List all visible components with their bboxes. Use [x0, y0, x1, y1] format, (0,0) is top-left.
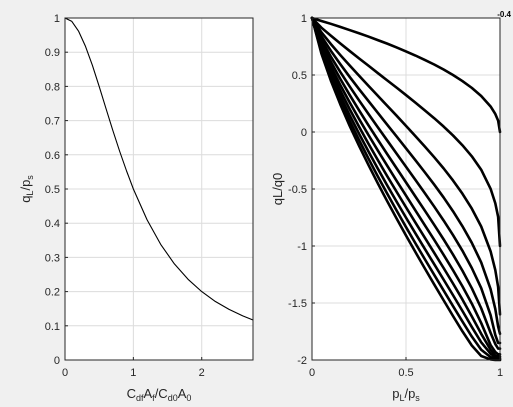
y-tick-label: 0.2	[45, 287, 60, 299]
series-line-9	[310, 16, 502, 360]
x-tick-label: 0	[62, 367, 68, 379]
y-tick-label: 1	[301, 13, 307, 25]
y-tick-label: -1	[297, 241, 307, 253]
y-tick-label: 0.9	[45, 47, 60, 59]
y-tick-label: -0.5	[288, 184, 307, 196]
x-tick-label: 1	[497, 367, 503, 379]
y-tick-label: -2	[297, 355, 307, 367]
right-corner-label: -0.4	[497, 10, 511, 19]
y-tick-label: 0	[301, 127, 307, 139]
left-tick-labels: 0 1 2 0 0.1 0.2 0.3 0.4 0.5 0.6 0.7 0.8 0.9 1	[45, 13, 205, 379]
left-ticks	[64, 17, 203, 361]
right-ticks	[311, 17, 501, 361]
y-tick-label: 0	[54, 355, 60, 367]
y-tick-label: 0.8	[45, 81, 60, 93]
left-series	[64, 17, 254, 321]
x-tick-label: 0.5	[398, 367, 413, 379]
series-line-1	[310, 16, 502, 134]
right-y-axis-label: qL/q0	[270, 173, 285, 206]
right-tick-labels: 0 0.5 1 -2 -1.5 -1 -0.5 0 0.5 1	[288, 13, 503, 379]
left-y-axis-label: qL/ps	[18, 175, 35, 203]
right-axes: 0 0.5 1 -2 -1.5 -1 -0.5 0 0.5 1 pL/ps qL/q0 -0.4	[270, 10, 512, 403]
y-tick-label: 0.6	[45, 150, 60, 162]
right-series	[310, 16, 502, 362]
y-tick-label: 1	[54, 13, 60, 25]
y-tick-label: 0.3	[45, 252, 60, 264]
series-line-1	[64, 17, 254, 321]
x-tick-label: 1	[130, 367, 136, 379]
x-tick-label: 0	[309, 367, 315, 379]
y-tick-label: -1.5	[288, 298, 307, 310]
left-grid	[64, 17, 253, 361]
right-x-axis-label: pL/ps	[392, 386, 420, 403]
series-line-7	[310, 16, 502, 356]
series-line-6	[310, 16, 502, 350]
series-line-8	[310, 16, 502, 358]
series-line-10	[310, 16, 502, 361]
y-tick-label: 0.7	[45, 116, 60, 128]
left-axes: 0 1 2 0 0.1 0.2 0.3 0.4 0.5 0.6 0.7 0.8 0.9 1 CdfAf/C…	[18, 13, 254, 403]
series-line-2	[310, 16, 502, 248]
y-tick-label: 0.5	[45, 184, 60, 196]
y-tick-label: 0.1	[45, 321, 60, 333]
left-x-axis-label: CdfAf/Cd0A0	[127, 386, 192, 403]
series-line-5	[310, 16, 502, 345]
x-tick-label: 2	[199, 367, 205, 379]
series-line-4	[310, 16, 502, 336]
series-line-3	[310, 16, 502, 316]
y-tick-label: 0.5	[292, 70, 307, 82]
y-tick-label: 0.4	[45, 218, 60, 230]
series-line-11	[310, 16, 502, 362]
